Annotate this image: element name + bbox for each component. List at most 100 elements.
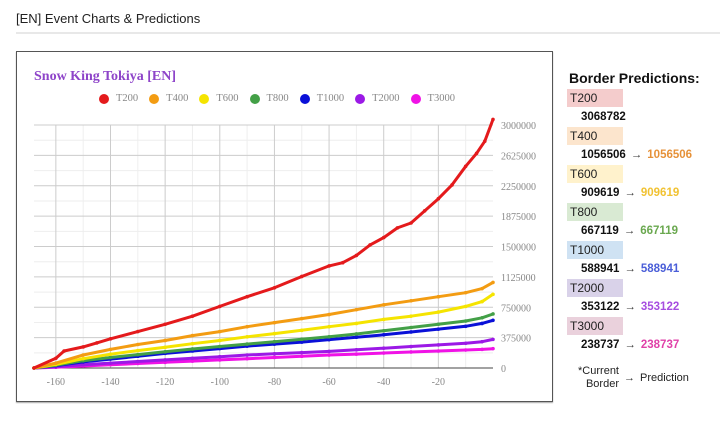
- data-point-t3000: [217, 358, 222, 362]
- y-tick-label: 750000: [501, 303, 531, 314]
- legend-dot-icon: [410, 93, 421, 104]
- data-point-t600: [190, 341, 195, 346]
- data-point-t200: [245, 294, 249, 299]
- data-point-t800: [190, 347, 195, 351]
- tier-label-t2000: T2000: [567, 279, 623, 297]
- data-point-t200: [217, 304, 222, 309]
- data-point-t1000: [480, 321, 484, 326]
- legend-item-t1000[interactable]: T1000: [299, 93, 344, 104]
- current-border-value: 667119: [581, 225, 619, 237]
- legend-item-t400[interactable]: T400: [149, 93, 188, 104]
- data-point-t200: [491, 117, 495, 122]
- key-current-label: *Current Border: [567, 365, 619, 391]
- data-point-t200: [483, 139, 487, 143]
- x-tick-label: -80: [268, 377, 281, 388]
- data-point-t800: [409, 325, 413, 330]
- y-tick-label: 3000000: [501, 121, 536, 132]
- tier-label-t400: T400: [567, 127, 623, 145]
- data-point-t400: [54, 361, 58, 365]
- y-tick-label: 0: [501, 364, 506, 375]
- current-border-value: 238737: [581, 339, 620, 351]
- data-point-t400: [272, 320, 277, 325]
- data-point-t800: [491, 312, 495, 316]
- data-point-t200: [108, 337, 113, 341]
- legend-label: T600: [216, 93, 239, 104]
- data-point-t400: [108, 347, 113, 352]
- data-point-t800: [463, 319, 468, 323]
- legend-dot-icon: [299, 93, 310, 104]
- legend-item-t800[interactable]: T800: [249, 93, 289, 104]
- legend-dot-icon: [355, 93, 366, 104]
- legend-dot-icon: [249, 93, 260, 104]
- data-point-t400: [480, 286, 484, 291]
- data-point-t200: [395, 226, 400, 230]
- data-point-t800: [272, 339, 277, 344]
- data-point-t2000: [163, 358, 167, 362]
- data-point-t3000: [409, 350, 413, 354]
- tier-label-t1000: T1000: [567, 241, 623, 259]
- data-point-t800: [480, 315, 484, 320]
- data-point-t2000: [327, 349, 331, 354]
- data-point-t200: [81, 345, 85, 349]
- tier-values-row: 238737 → 238737: [567, 335, 717, 355]
- data-point-t200: [54, 356, 58, 361]
- predicted-border-value: 353122: [640, 301, 680, 313]
- data-point-t200: [95, 341, 99, 345]
- data-point-t2000: [463, 341, 468, 346]
- data-point-t800: [327, 335, 331, 339]
- tier-values-row: 3068782: [567, 107, 717, 127]
- legend-label: T2000: [372, 93, 400, 104]
- data-point-t200: [450, 183, 454, 187]
- current-border-value: 353122: [581, 301, 620, 313]
- legend-item-t200[interactable]: T200: [99, 93, 138, 104]
- data-point-t200: [163, 322, 167, 327]
- data-point-t2000: [491, 337, 495, 342]
- legend-item-t600[interactable]: T600: [199, 93, 239, 104]
- page-title: [EN] Event Charts & Predictions: [16, 11, 201, 26]
- data-point-t200: [381, 235, 386, 240]
- data-point-t800: [217, 344, 222, 349]
- data-point-t400: [217, 329, 222, 334]
- border-predictions-panel: Border Predictions: T200 3068782 T400 10565…: [567, 70, 717, 391]
- data-point-t600: [81, 356, 85, 361]
- legend-dot-icon: [149, 93, 160, 104]
- x-tick-label: -40: [377, 377, 390, 388]
- predictions-title: Border Predictions:: [569, 70, 700, 86]
- data-point-t3000: [381, 351, 386, 355]
- data-point-t400: [381, 303, 386, 307]
- data-point-t200: [463, 164, 468, 169]
- data-point-t2000: [480, 339, 484, 344]
- data-point-t2000: [190, 356, 195, 361]
- predictions-list: T200 3068782 T400 1056506 → 1056506 T600 909619…: [567, 89, 717, 355]
- data-point-t200: [354, 253, 359, 258]
- data-point-t2000: [245, 353, 249, 357]
- legend-item-t2000[interactable]: T2000: [355, 93, 400, 104]
- header-divider: [16, 32, 720, 34]
- data-point-t1000: [381, 332, 386, 337]
- arrow-right-icon: →: [624, 187, 636, 199]
- legend-label: T800: [266, 93, 289, 104]
- legend-item-t3000[interactable]: T3000: [410, 93, 455, 104]
- data-point-t3000: [463, 348, 468, 352]
- y-tick-label: 375000: [501, 334, 531, 345]
- chart-title: Snow King Tokiya [EN]: [34, 69, 176, 84]
- data-point-t600: [381, 317, 386, 322]
- y-tick-label: 1875000: [501, 212, 536, 223]
- data-point-t2000: [436, 343, 441, 347]
- data-point-t200: [340, 260, 345, 265]
- current-border-value: 588941: [581, 263, 620, 275]
- data-point-t600: [354, 321, 359, 326]
- data-point-t400: [354, 307, 359, 312]
- data-point-t400: [299, 316, 304, 321]
- data-point-t200: [62, 349, 66, 353]
- data-point-t3000: [354, 352, 359, 356]
- data-point-t600: [409, 314, 413, 318]
- predicted-border-value: 909619: [640, 187, 680, 199]
- data-point-t400: [163, 338, 167, 343]
- data-point-t2000: [81, 362, 85, 367]
- tier-label-t200: T200: [567, 89, 623, 107]
- data-point-t2000: [381, 346, 386, 350]
- data-point-t200: [190, 314, 195, 318]
- data-point-t600: [245, 335, 249, 339]
- data-point-t400: [409, 298, 413, 303]
